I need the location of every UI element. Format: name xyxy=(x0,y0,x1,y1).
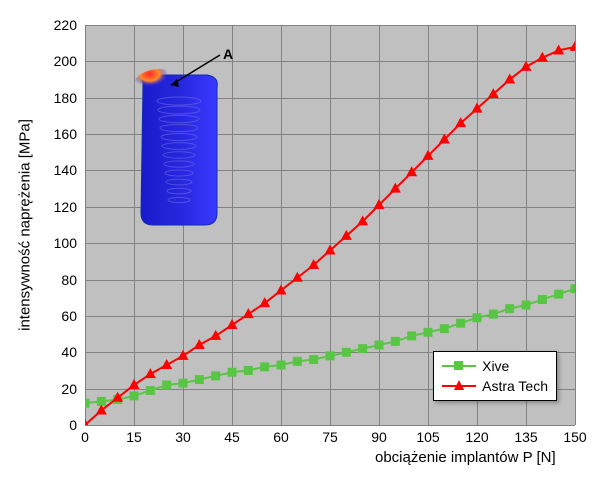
marker-square xyxy=(260,362,269,371)
marker-square xyxy=(309,355,318,364)
marker-square xyxy=(489,310,498,319)
y-tick-label: 140 xyxy=(37,162,77,178)
marker-square xyxy=(505,304,514,313)
legend-sample-line xyxy=(442,385,476,387)
grid-line xyxy=(575,25,576,425)
x-tick-label: 15 xyxy=(126,429,142,445)
marker-triangle xyxy=(259,297,270,307)
marker-square xyxy=(473,313,482,322)
x-tick-label: 60 xyxy=(273,429,289,445)
marker-triangle xyxy=(210,330,221,340)
inset-label: A xyxy=(223,46,233,62)
y-tick-label: 80 xyxy=(37,272,77,288)
x-tick-label: 75 xyxy=(322,429,338,445)
y-tick-label: 160 xyxy=(37,126,77,142)
y-tick-label: 60 xyxy=(37,308,77,324)
marker-square xyxy=(244,366,253,375)
legend-marker-triangle-icon xyxy=(454,380,464,390)
marker-square xyxy=(179,379,188,388)
x-tick-label: 135 xyxy=(514,429,537,445)
grid-line xyxy=(85,425,575,426)
y-tick-label: 180 xyxy=(37,90,77,106)
marker-square xyxy=(293,357,302,366)
marker-triangle xyxy=(276,284,287,294)
marker-square xyxy=(342,348,351,357)
legend-marker-square-icon xyxy=(454,361,463,370)
marker-square xyxy=(130,391,139,400)
legend-sample-line xyxy=(442,365,476,367)
y-tick-label: 200 xyxy=(37,53,77,69)
legend-label: Astra Tech xyxy=(482,378,548,394)
marker-square xyxy=(228,368,237,377)
x-tick-label: 105 xyxy=(416,429,439,445)
y-tick-label: 220 xyxy=(37,17,77,33)
y-tick-label: 0 xyxy=(37,417,77,433)
x-tick-label: 150 xyxy=(563,429,586,445)
y-tick-label: 20 xyxy=(37,381,77,397)
marker-triangle xyxy=(96,404,107,414)
x-tick-labels: 0153045607590105120135150 xyxy=(85,429,575,449)
marker-square xyxy=(424,328,433,337)
marker-triangle xyxy=(504,74,515,84)
marker-square xyxy=(162,381,171,390)
y-tick-labels: 020406080100120140160180200220 xyxy=(15,25,77,425)
plot-area: Xive Astra Tech A xyxy=(85,25,575,425)
marker-square xyxy=(195,375,204,384)
marker-triangle xyxy=(570,41,576,51)
marker-square xyxy=(211,371,220,380)
marker-triangle xyxy=(227,319,238,329)
x-tick-label: 45 xyxy=(224,429,240,445)
y-tick-label: 100 xyxy=(37,235,77,251)
x-tick-label: 0 xyxy=(81,429,89,445)
marker-square xyxy=(538,295,547,304)
marker-triangle xyxy=(129,379,140,389)
x-tick-label: 120 xyxy=(465,429,488,445)
marker-square xyxy=(375,341,384,350)
chart-frame: intensywność naprężenia [MPa] 0204060801… xyxy=(15,15,591,475)
marker-square xyxy=(456,319,465,328)
legend-item: Astra Tech xyxy=(442,376,548,396)
marker-square xyxy=(554,290,563,299)
marker-triangle xyxy=(178,350,189,360)
x-axis-label: obciążenie implantów P [N] xyxy=(375,449,556,466)
legend-label: Xive xyxy=(482,358,509,374)
x-tick-label: 30 xyxy=(175,429,191,445)
marker-square xyxy=(326,351,335,360)
marker-square xyxy=(146,386,155,395)
y-tick-label: 120 xyxy=(37,199,77,215)
legend: Xive Astra Tech xyxy=(433,351,557,401)
marker-square xyxy=(85,399,90,408)
inset-graphic: A xyxy=(115,45,265,235)
inset-hotspot xyxy=(133,69,185,105)
marker-square xyxy=(440,324,449,333)
marker-square xyxy=(277,361,286,370)
marker-triangle xyxy=(243,308,254,318)
x-tick-label: 90 xyxy=(371,429,387,445)
legend-item: Xive xyxy=(442,356,548,376)
marker-square xyxy=(391,337,400,346)
marker-triangle xyxy=(292,272,303,282)
marker-square xyxy=(522,301,531,310)
y-tick-label: 40 xyxy=(37,344,77,360)
marker-square xyxy=(571,284,576,293)
marker-square xyxy=(358,344,367,353)
marker-square xyxy=(407,331,416,340)
